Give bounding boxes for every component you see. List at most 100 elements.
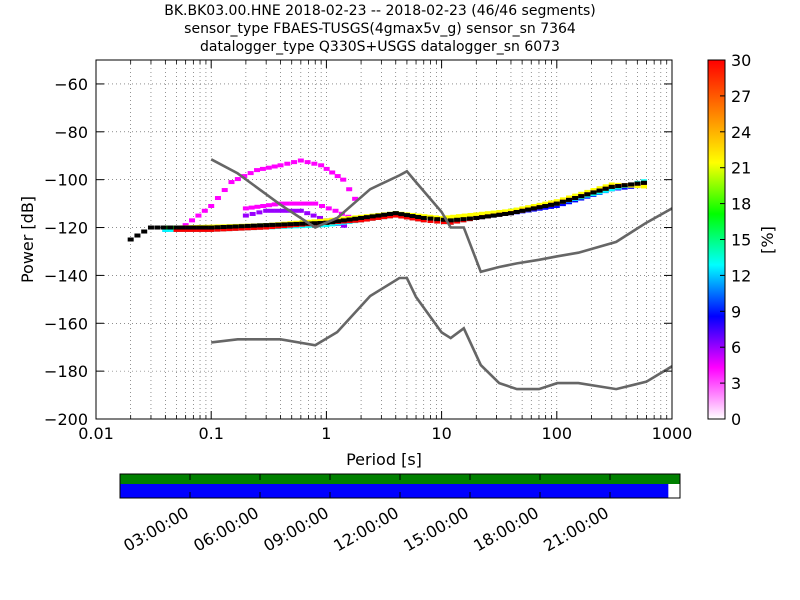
psd-cell — [602, 186, 609, 191]
psd-cell — [292, 208, 299, 213]
psd-cell — [312, 201, 319, 206]
title-line-2: sensor_type FBAES-TUSGS(4gmax5v_g) senso… — [184, 21, 576, 37]
psd-cell — [628, 182, 635, 187]
psd-cell — [340, 218, 347, 223]
psd-cell — [234, 177, 241, 182]
psd-cell — [311, 221, 318, 226]
psd-cell — [214, 225, 221, 230]
psd-cell — [341, 223, 348, 228]
psd-cell — [386, 211, 393, 216]
psd-cell — [490, 213, 497, 218]
psd-cell — [323, 166, 330, 171]
psd-cell — [334, 219, 341, 224]
psd-cell — [304, 160, 311, 165]
psd-cell — [275, 222, 282, 227]
psd-cell — [596, 188, 603, 193]
psd-cell — [269, 225, 276, 230]
psd-cell — [190, 225, 197, 230]
psd-cell — [241, 174, 248, 179]
psd-cell — [559, 197, 566, 202]
psd-cell — [434, 217, 441, 222]
y-tick-label: −180 — [44, 362, 88, 381]
psd-cell — [167, 225, 174, 230]
psd-cell — [386, 214, 393, 219]
psd-cell — [507, 208, 514, 213]
psd-cell — [249, 211, 256, 216]
psd-cell — [293, 221, 300, 226]
psd-cell — [332, 208, 339, 213]
psd-coverage-bar — [120, 484, 669, 498]
psd-cell — [578, 194, 585, 199]
psd-cell — [141, 229, 148, 234]
plot-frame — [95, 59, 673, 420]
psd-cell — [238, 224, 245, 229]
psd-cell — [542, 203, 549, 208]
psd-cell — [409, 216, 416, 221]
psd-cell — [566, 197, 573, 202]
psd-cell — [403, 215, 410, 220]
psd-cell — [202, 225, 209, 230]
time-tick-label: 12:00:00 — [330, 503, 402, 555]
psd-cell — [553, 199, 560, 204]
psd-cell — [226, 224, 233, 229]
psd-cell — [283, 201, 290, 206]
psd-cell — [559, 202, 566, 207]
psd-cell — [409, 214, 416, 219]
colorbar-tick-label: 6 — [731, 338, 741, 357]
psd-cell — [185, 225, 192, 230]
psd-cell — [201, 208, 208, 213]
psd-cell — [173, 225, 180, 230]
psd-cell — [548, 202, 555, 207]
psd-cell — [578, 191, 585, 196]
psd-cell — [228, 180, 235, 185]
psd-cell — [162, 227, 169, 232]
psd-cell — [602, 184, 609, 189]
psd-cell — [507, 211, 514, 216]
psd-cell — [513, 207, 520, 212]
psd-cell — [608, 182, 615, 187]
colorbar-tick-label: 12 — [731, 266, 751, 285]
psd-cell — [496, 212, 503, 217]
psd-cell — [584, 192, 591, 197]
psd-cell — [467, 212, 474, 217]
psd-cell — [250, 226, 257, 231]
psd-cell — [284, 161, 291, 166]
psd-cell — [450, 214, 457, 219]
psd-cell — [242, 206, 249, 211]
psd-cell — [317, 218, 324, 223]
psd-cell — [572, 193, 579, 198]
psd-cell — [375, 213, 382, 218]
psd-cell — [602, 188, 609, 193]
psd-cell — [340, 177, 347, 182]
x-axis-label: Period [s] — [346, 450, 422, 469]
colorbar-tick-label: 0 — [731, 410, 741, 429]
psd-cell — [214, 196, 221, 201]
grid-lines — [95, 60, 672, 420]
psd-cell — [247, 171, 254, 176]
psd-cell — [310, 213, 317, 218]
psd-cell — [208, 225, 215, 230]
colorbar-tick-label: 3 — [731, 374, 741, 393]
psd-cell — [329, 170, 336, 175]
psd-cell — [173, 227, 180, 232]
psd-cell — [466, 216, 473, 221]
colorbar-ticks: 0 3 6 9 12 15 18 21 24 27 30 — [720, 51, 751, 429]
psd-cell — [440, 220, 447, 225]
time-tick-label: 06:00:00 — [190, 503, 262, 555]
psd-cell — [519, 206, 526, 211]
psd-heatmap — [127, 158, 648, 242]
psd-cell — [154, 225, 161, 230]
psd-cell — [398, 212, 405, 217]
psd-cell — [490, 210, 497, 215]
psd-cell — [220, 227, 227, 232]
psd-cell — [271, 164, 278, 169]
psd-cell — [496, 209, 503, 214]
time-tick-label: 09:00:00 — [260, 503, 332, 555]
psd-cell — [297, 208, 304, 213]
psd-cell — [548, 204, 555, 209]
psd-cell — [317, 215, 324, 220]
psd-cell — [260, 203, 267, 208]
psd-cell — [300, 201, 307, 206]
psd-cell — [484, 211, 491, 216]
